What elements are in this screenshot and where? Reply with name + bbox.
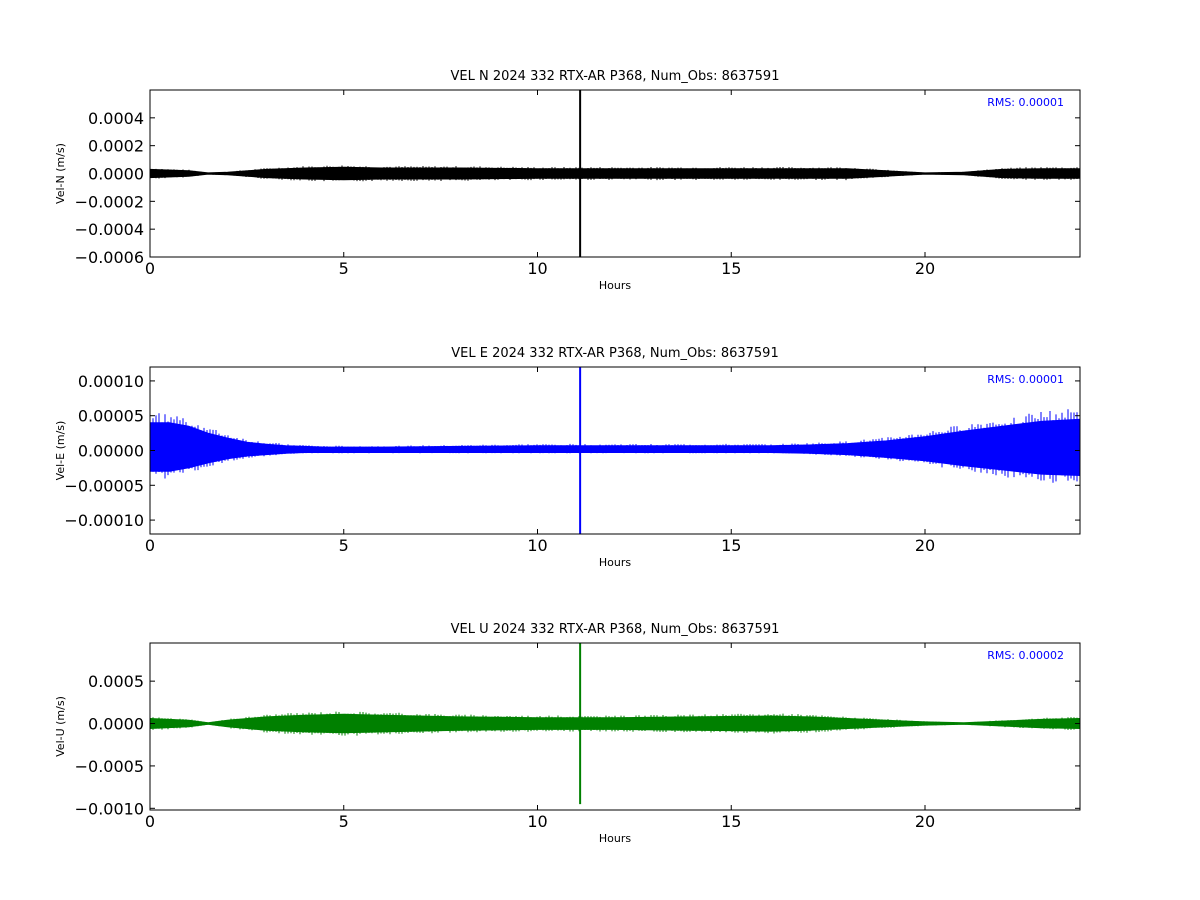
x-tick-label: 20 (915, 536, 935, 555)
x-tick-label: 0 (145, 259, 155, 278)
chart-panel-east: VEL E 2024 332 RTX-AR P368, Num_Obs: 863… (54, 346, 1081, 569)
y-tick-label: −0.0002 (75, 192, 144, 211)
y-axis-label: Vel-U (m/s) (54, 696, 67, 757)
chart-title: VEL U 2024 332 RTX-AR P368, Num_Obs: 863… (451, 622, 780, 637)
y-tick-label: −0.0004 (75, 220, 144, 239)
x-tick-label: 15 (721, 259, 741, 278)
chart-title: VEL N 2024 332 RTX-AR P368, Num_Obs: 863… (451, 69, 780, 84)
y-tick-label: −0.00005 (64, 476, 144, 495)
y-tick-label: 0.0000 (88, 165, 144, 184)
rms-annotation: RMS: 0.00001 (987, 373, 1064, 386)
y-tick-label: 0.00000 (78, 442, 144, 461)
x-tick-label: 15 (721, 536, 741, 555)
x-tick-label: 0 (145, 536, 155, 555)
chart-panel-up: VEL U 2024 332 RTX-AR P368, Num_Obs: 863… (54, 622, 1081, 845)
x-tick-label: 10 (527, 812, 547, 831)
plot-frame (149, 642, 1081, 811)
y-tick-label: 0.0004 (88, 109, 144, 128)
x-axis-label: Hours (599, 279, 631, 292)
y-axis-label: Vel-N (m/s) (54, 143, 67, 204)
chart-panel-north: VEL N 2024 332 RTX-AR P368, Num_Obs: 863… (54, 69, 1081, 292)
x-tick-label: 20 (915, 812, 935, 831)
rms-annotation: RMS: 0.00002 (987, 649, 1064, 662)
y-tick-label: 0.0002 (88, 137, 144, 156)
y-tick-label: −0.0005 (75, 757, 144, 776)
x-tick-label: 0 (145, 812, 155, 831)
x-axis-label: Hours (599, 832, 631, 845)
x-tick-label: 15 (721, 812, 741, 831)
y-tick-label: −0.0010 (75, 799, 144, 818)
x-tick-label: 10 (527, 259, 547, 278)
y-tick-label: 0.0000 (88, 715, 144, 734)
rms-annotation: RMS: 0.00001 (987, 96, 1064, 109)
y-tick-label: 0.00005 (78, 407, 144, 426)
x-tick-label: 5 (339, 812, 349, 831)
chart-title: VEL E 2024 332 RTX-AR P368, Num_Obs: 863… (451, 346, 778, 361)
x-tick-label: 20 (915, 259, 935, 278)
y-tick-label: −0.00010 (64, 511, 144, 530)
x-tick-label: 5 (339, 536, 349, 555)
x-tick-label: 5 (339, 259, 349, 278)
y-axis-label: Vel-E (m/s) (54, 421, 67, 481)
y-tick-label: 0.0005 (88, 672, 144, 691)
y-tick-label: 0.00010 (78, 372, 144, 391)
x-axis-label: Hours (599, 556, 631, 569)
y-tick-label: −0.0006 (75, 248, 144, 267)
x-tick-label: 10 (527, 536, 547, 555)
